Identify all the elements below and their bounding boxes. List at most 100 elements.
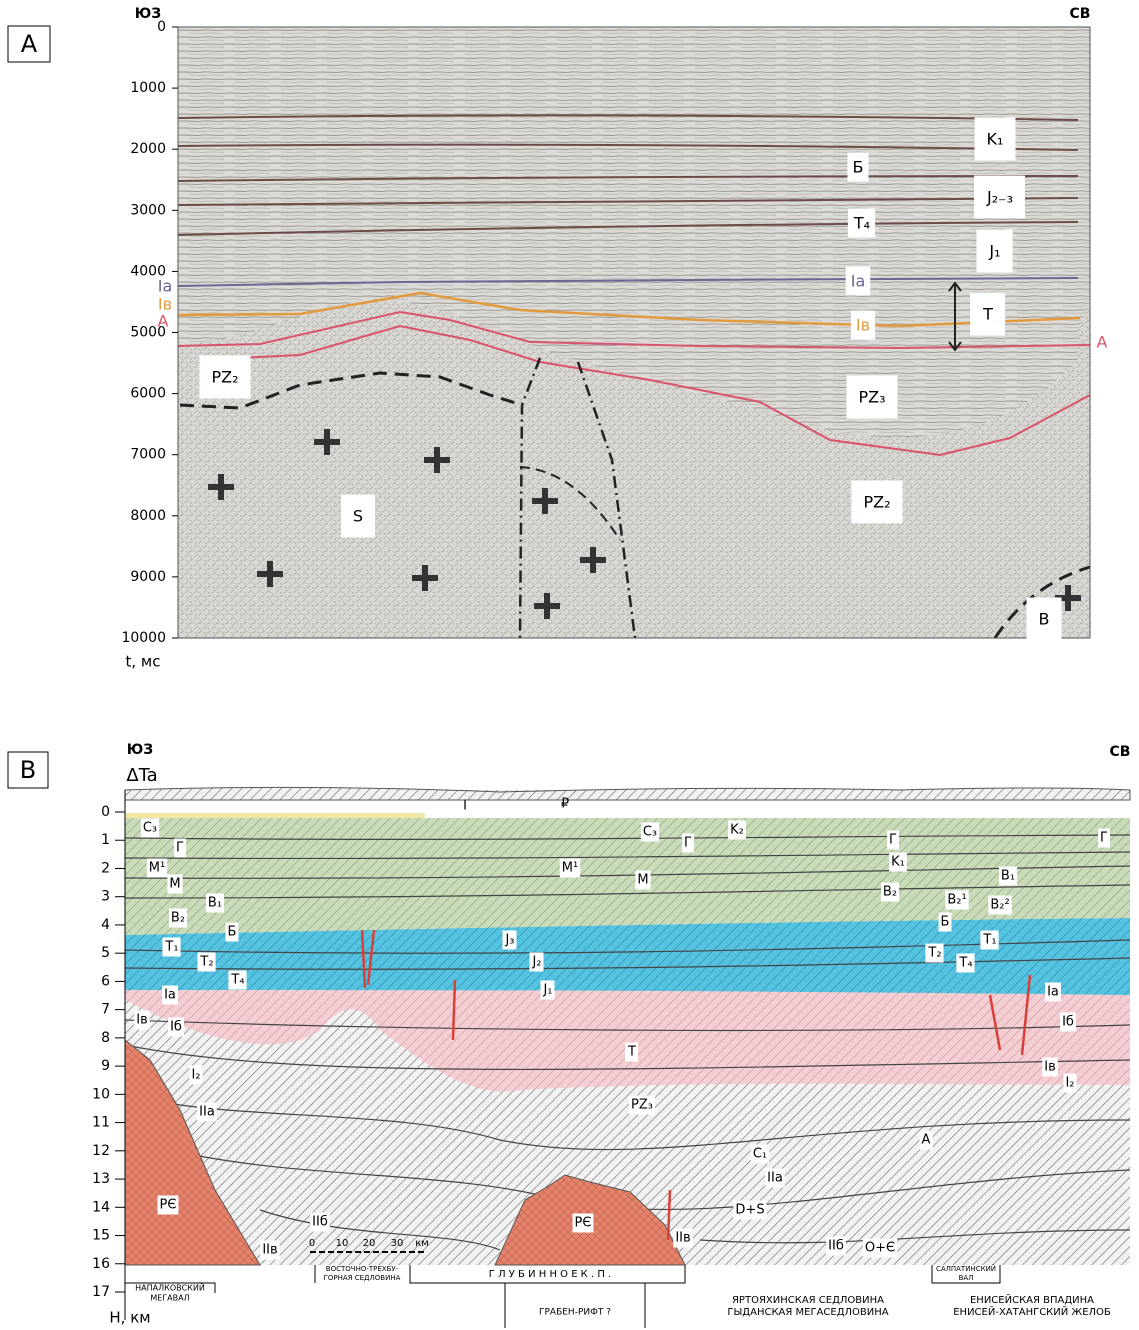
y-tick-label: 1000 (130, 80, 166, 96)
label: I₂ (1065, 1076, 1074, 1091)
label: Г (176, 841, 184, 856)
label: J₃ (504, 933, 514, 948)
label: T₁ (164, 940, 178, 955)
label: Б (853, 158, 864, 177)
label: Г (889, 833, 897, 848)
horizon-label: Ia (158, 277, 173, 296)
label: I (463, 799, 467, 814)
label: PZ₃ (631, 1098, 653, 1113)
layer-p (125, 813, 425, 818)
y-tick-label: 13 (92, 1171, 110, 1187)
label: Iб (170, 1020, 182, 1035)
label: J₁ (988, 242, 1000, 261)
label: C₃ (143, 821, 157, 836)
region-label: ГРАБЕН-РИФТ ? (539, 1308, 611, 1318)
side-label: СВ (1070, 6, 1091, 22)
y-tick-label: 7 (101, 1002, 110, 1018)
y-tick-label: 0 (101, 804, 110, 820)
horizon-label: A (158, 312, 169, 331)
label: IIв (262, 1243, 277, 1258)
label: IIб (312, 1215, 328, 1230)
label: PZ₃ (858, 388, 885, 407)
label: Г (684, 836, 692, 851)
axis-label: t, мс (126, 653, 161, 671)
label: T (982, 305, 993, 324)
y-tick-label: 10 (92, 1086, 110, 1102)
y-tick-label: 15 (92, 1228, 110, 1244)
label: S (353, 507, 363, 526)
label: M¹ (149, 861, 165, 876)
label: Ia (1047, 985, 1059, 1000)
label: B₂¹ (947, 893, 966, 908)
y-tick-label: 0 (157, 19, 166, 35)
label: PЄ (575, 1216, 592, 1231)
y-tick-label: 17 (92, 1284, 110, 1300)
label: C₃ (643, 825, 657, 840)
label: K₂ (730, 823, 744, 838)
label: B₂² (990, 898, 1009, 913)
label: T₂ (927, 946, 941, 961)
scale-label: 20 (363, 1238, 376, 1249)
label: T₄ (230, 973, 244, 988)
label: T₂ (199, 955, 213, 970)
label: B₂ (171, 911, 185, 926)
label: I₂ (191, 1068, 200, 1083)
scale-label: 10 (336, 1238, 349, 1249)
label: M (169, 877, 180, 892)
label: O+Є (865, 1241, 895, 1256)
label: T₁ (982, 933, 996, 948)
label: B₁ (1001, 869, 1015, 884)
label: PZ₂ (211, 368, 238, 387)
label: D+S (735, 1203, 764, 1218)
scale-label: 30 (391, 1238, 404, 1249)
label: B₂ (883, 885, 897, 900)
label: Б (941, 915, 950, 930)
y-tick-label: 6 (101, 973, 110, 989)
y-tick-label: 14 (92, 1199, 110, 1215)
y-tick-label: 9000 (130, 569, 166, 585)
y-tick-label: 1 (101, 832, 110, 848)
label: T₄ (958, 956, 972, 971)
label: IIв (675, 1231, 690, 1246)
label: Г (1100, 831, 1108, 846)
label: Iв (856, 316, 870, 335)
scale-label: км (415, 1238, 429, 1249)
y-tick-label: 8 (101, 1030, 110, 1046)
label: B (1039, 610, 1050, 629)
label: Б (228, 925, 237, 940)
label: J₂₋₃ (986, 188, 1013, 207)
label: T₄ (853, 214, 870, 233)
y-tick-label: 3 (101, 889, 110, 905)
y-tick-label: 10000 (121, 630, 166, 646)
panel-label: B (20, 756, 36, 784)
y-tick-label: 8000 (130, 508, 166, 524)
label: K₁ (891, 855, 905, 870)
anomaly-label: ΔTa (126, 765, 157, 786)
region-label: МЕГАВАЛ (150, 1294, 189, 1303)
panel-label: A (21, 30, 38, 58)
label: Iв (1044, 1060, 1056, 1075)
region-label: ЯРТОЯХИНСКАЯ СЕДЛОВИНА (732, 1295, 884, 1306)
label: Iв (136, 1013, 148, 1028)
label: B₁ (208, 896, 222, 911)
label: Iб (1062, 1015, 1074, 1030)
region-label: САЛПАТИНСКИЙ (936, 1264, 996, 1273)
side-label: СВ (1110, 744, 1131, 760)
y-tick-label: 12 (92, 1143, 110, 1159)
side-label: ЮЗ (127, 742, 153, 758)
label: C₁ (753, 1147, 767, 1162)
region-label: ВОСТОЧНО-ТРЕХБУ- (326, 1265, 399, 1273)
label: K₁ (987, 130, 1004, 149)
region-label: ЕНИСЕЙ-ХАТАНГСКИЙ ЖЕЛОБ (953, 1305, 1111, 1318)
y-tick-label: 6000 (130, 386, 166, 402)
region-label: Г Л У Б И Н Н О Е К . П . (489, 1269, 611, 1280)
scale-label: 0 (309, 1238, 315, 1249)
y-tick-label: 2 (101, 860, 110, 876)
label: PЄ (160, 1198, 177, 1213)
label: M (637, 873, 648, 888)
y-tick-label: 11 (92, 1115, 110, 1131)
label: T (627, 1045, 636, 1060)
y-tick-label: 4 (101, 917, 110, 933)
label: ₽ (561, 797, 569, 812)
y-tick-label: 5 (101, 945, 110, 961)
